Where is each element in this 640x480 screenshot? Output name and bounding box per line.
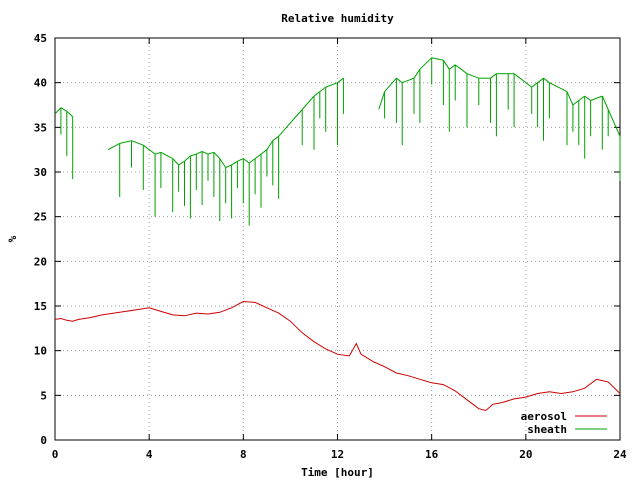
plot-frame: [54, 37, 621, 441]
series-sheath-segment: [584, 95, 591, 101]
series-sheath-segment: [131, 140, 144, 146]
series-sheath-segment: [396, 77, 403, 84]
series-sheath-segment: [590, 95, 603, 101]
series-sheath-segment: [219, 158, 227, 168]
series-sheath-segment: [325, 82, 338, 88]
y-tick-label: 30: [34, 166, 47, 179]
series-sheath-segment: [278, 109, 303, 137]
x-axis-label: Time [hour]: [301, 466, 374, 479]
series-sheath-segment: [607, 109, 621, 137]
series-sheath-segment: [566, 91, 574, 106]
series-sheath-segment: [178, 160, 185, 166]
y-tick-label: 10: [34, 345, 47, 358]
y-tick-label: 0: [40, 434, 47, 447]
y-axis-label: %: [6, 235, 19, 242]
x-tick-label: 4: [146, 448, 153, 461]
x-tick-label: 20: [519, 448, 532, 461]
series-sheath-segment: [119, 140, 132, 144]
series-sheath-segment: [513, 73, 533, 88]
series-sheath-segment: [578, 95, 585, 101]
series-sheath-segment: [572, 100, 580, 106]
series-sheath-segment: [160, 151, 173, 160]
series-sheath-segment: [378, 91, 386, 110]
series-sheath-segment: [490, 73, 497, 79]
series-sheath-segment: [201, 151, 209, 155]
series-sheath-segment: [537, 77, 544, 84]
y-tick-label: 40: [34, 77, 47, 90]
series-sheath-segment: [213, 151, 221, 159]
series-sheath-segment: [448, 64, 456, 70]
y-tick-label: 35: [34, 121, 47, 134]
series-sheath-segment: [260, 149, 268, 155]
series-sheath-segment: [413, 69, 421, 79]
series-sheath-segment: [454, 64, 468, 75]
series-sheath-segment: [242, 158, 250, 164]
series-sheath-segment: [419, 57, 433, 70]
legend-aerosol-label: aerosol: [521, 410, 567, 423]
series-sheath-segment: [402, 77, 415, 84]
series-sheath-segment: [543, 77, 550, 84]
x-tick-label: 0: [52, 448, 59, 461]
series-sheath-segment: [272, 135, 279, 142]
series-sheath-segment: [384, 77, 397, 92]
series-sheath-segment: [231, 160, 238, 166]
series-sheath-segment: [190, 153, 197, 157]
series-sheath-segment: [248, 158, 256, 164]
y-tick-label: 45: [34, 32, 47, 45]
series-sheath-segment: [431, 57, 444, 61]
series-sheath-segment: [531, 82, 538, 88]
x-tick-label: 24: [613, 448, 627, 461]
y-tick-label: 25: [34, 211, 47, 224]
series-sheath-segment: [601, 95, 609, 110]
series-sheath-segment: [225, 164, 232, 168]
series-sheath-segment: [301, 95, 315, 110]
series-sheath-segment: [107, 142, 120, 151]
series-sheath-segment: [207, 151, 215, 155]
series-sheath-segment: [254, 153, 262, 159]
series-sheath-segment: [172, 158, 179, 166]
x-tick-label: 8: [240, 448, 247, 461]
series-sheath-segment: [237, 158, 244, 162]
series-sheath-segment: [184, 155, 191, 162]
series-sheath-segment: [54, 107, 62, 115]
series-sheath-segment: [142, 144, 156, 155]
series-sheath-segment: [337, 77, 344, 84]
series-sheath-segment: [154, 151, 162, 155]
series-sheath-segment: [549, 82, 568, 93]
series-sheath-segment: [66, 110, 74, 117]
y-tick-label: 5: [40, 389, 47, 402]
series-sheath-segment: [60, 107, 68, 112]
legend-sheath-label: sheath: [527, 423, 567, 436]
y-tick-label: 15: [34, 300, 47, 313]
series-aerosol-line: [54, 300, 621, 412]
y-tick-label: 20: [34, 255, 47, 268]
series-sheath-segment: [196, 151, 203, 155]
series-sheath-segment: [266, 140, 274, 150]
series-sheath-segment: [313, 91, 321, 97]
series-sheath-segment: [442, 60, 450, 70]
series-sheath-segment: [319, 86, 327, 92]
x-tick-label: 16: [425, 448, 439, 461]
series-sheath-segment: [466, 73, 479, 79]
x-tick-label: 12: [331, 448, 344, 461]
chart-title: Relative humidity: [281, 12, 394, 25]
